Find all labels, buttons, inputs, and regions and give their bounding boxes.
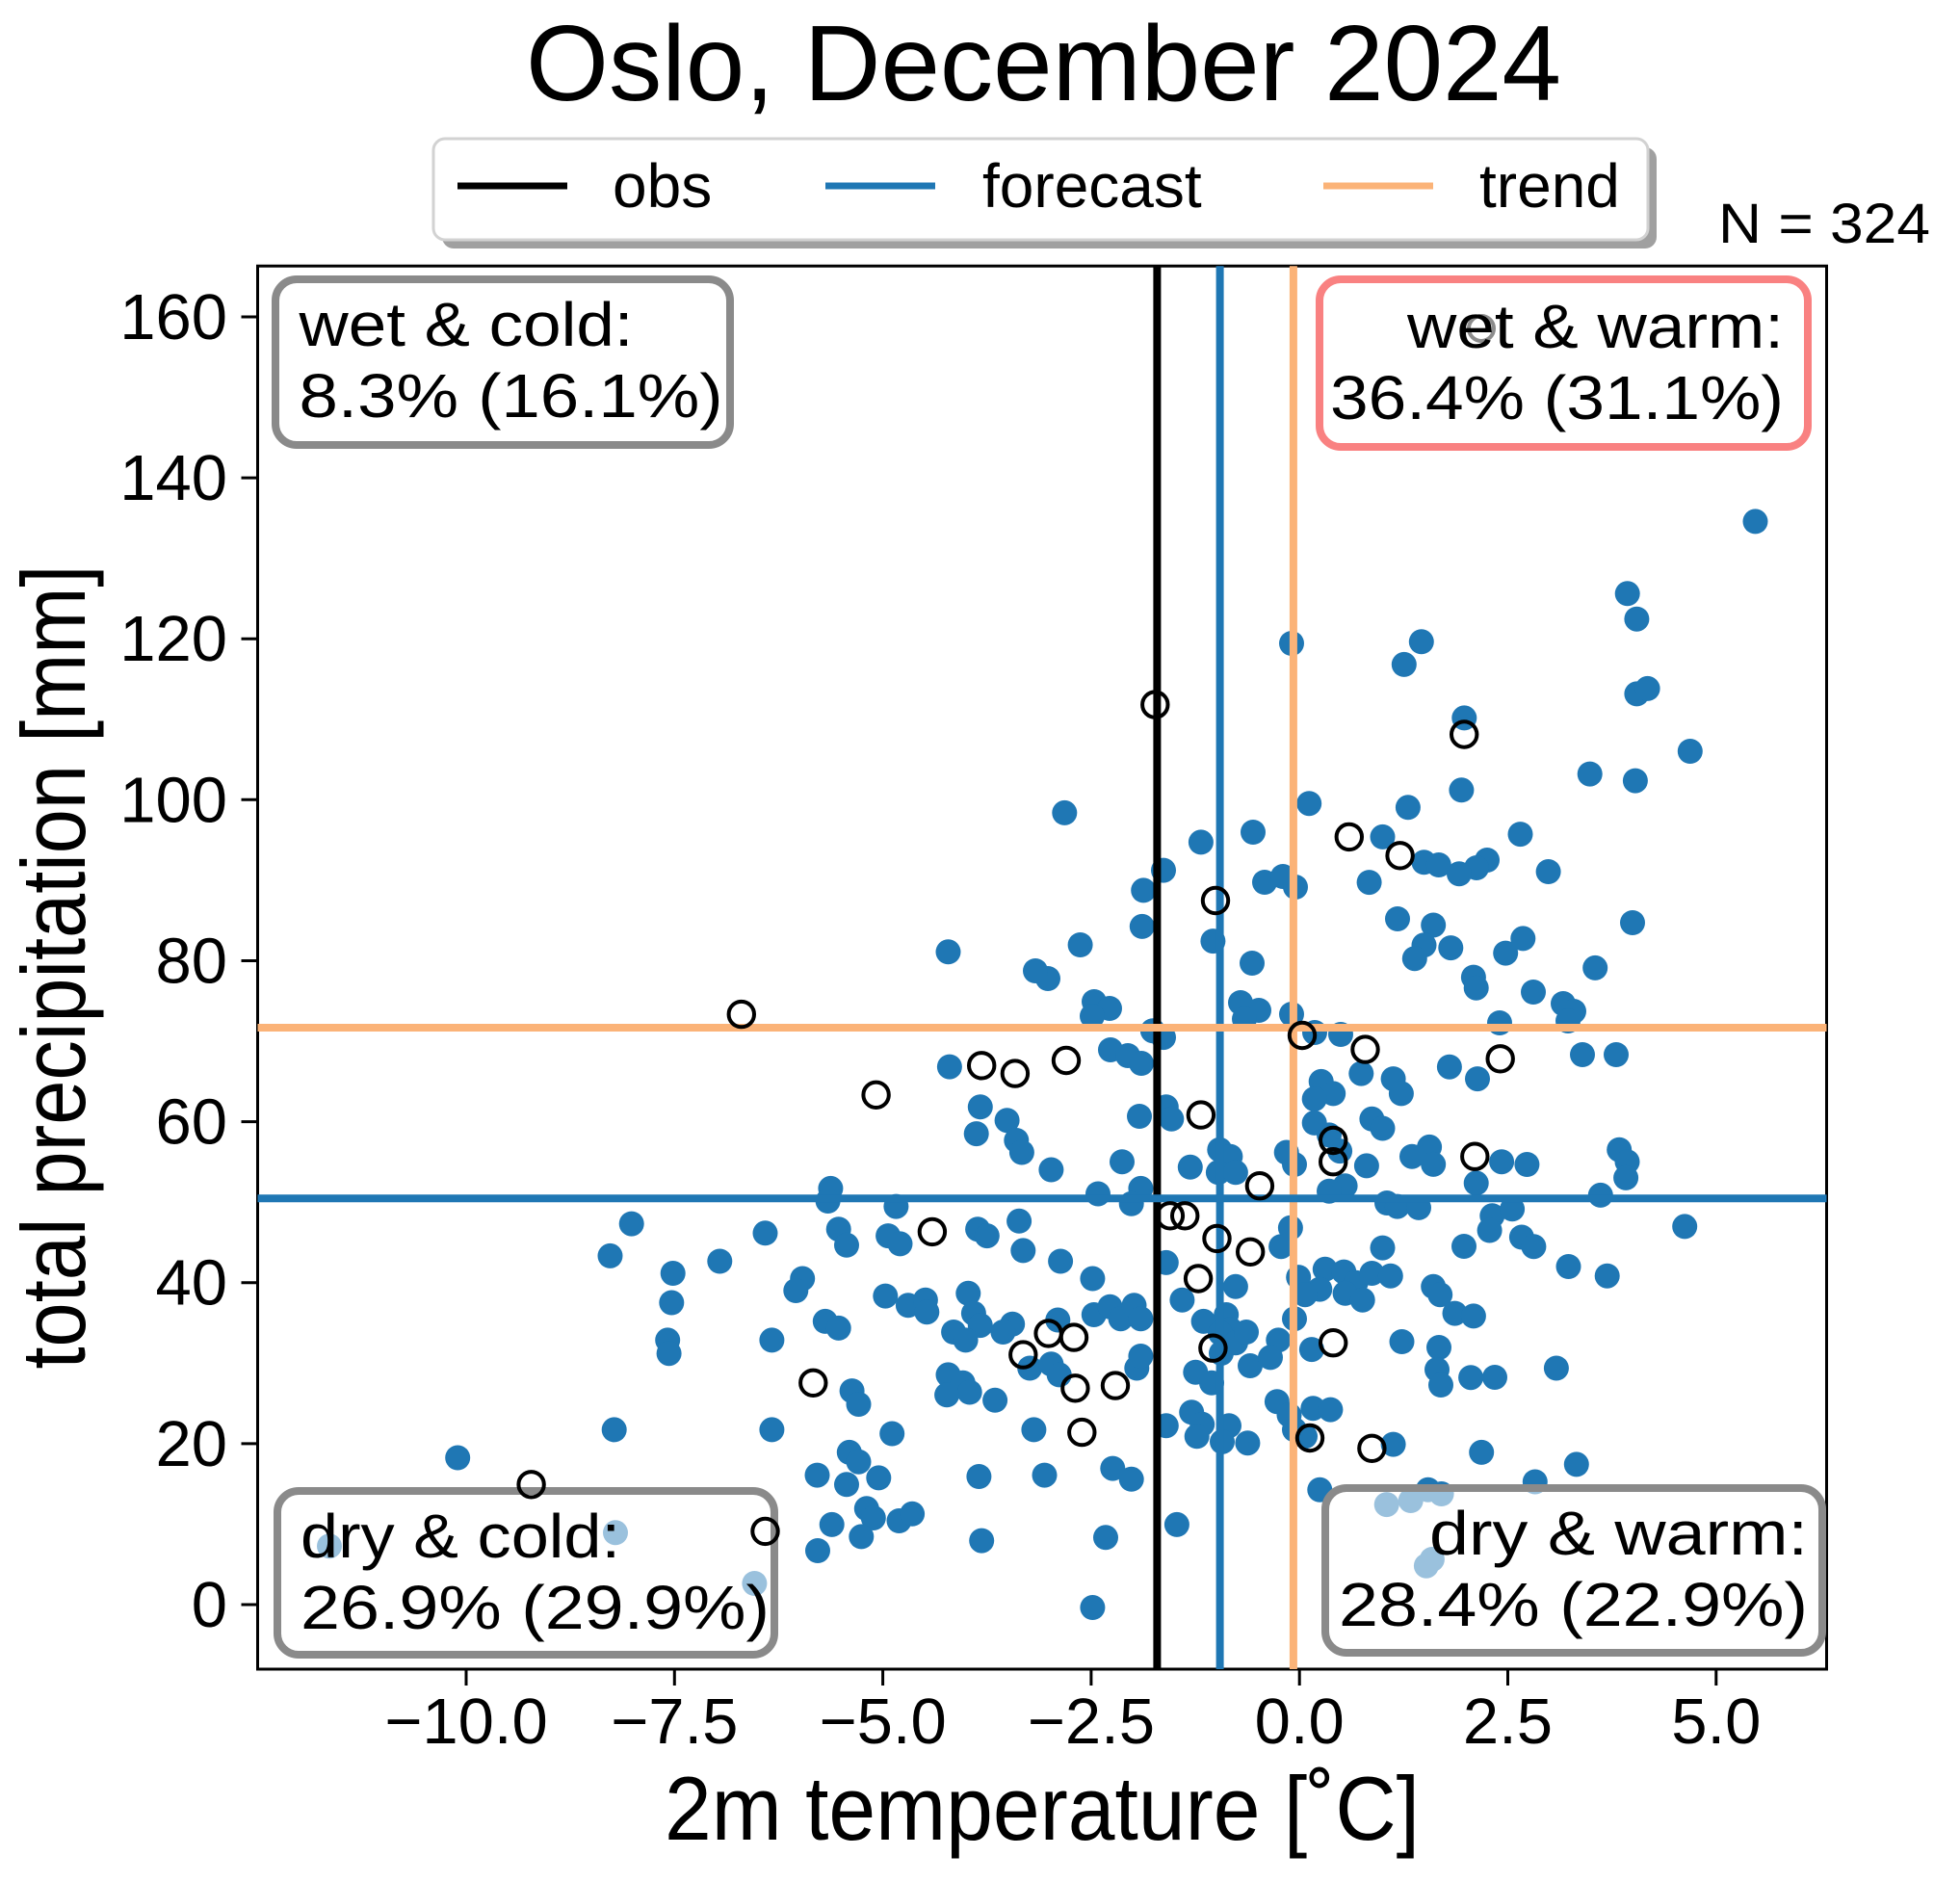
svg-text:100: 100 [119,764,227,836]
svg-text:Oslo, December 2024: Oslo, December 2024 [526,4,1561,123]
svg-text:forecast: forecast [982,151,1202,221]
svg-text:−10.0: −10.0 [384,1686,548,1758]
svg-text:40: 40 [155,1247,227,1320]
svg-text:8.3% (16.1%): 8.3% (16.1%) [300,361,723,431]
svg-text:wet & cold:: wet & cold: [298,290,633,359]
svg-text:obs: obs [613,151,712,221]
svg-text:0.0: 0.0 [1255,1686,1345,1758]
svg-text:80: 80 [155,926,227,998]
svg-text:dry & cold:: dry & cold: [301,1502,620,1571]
svg-text:0: 0 [192,1569,227,1641]
svg-text:trend: trend [1479,151,1620,221]
svg-text:36.4% (31.1%): 36.4% (31.1%) [1330,363,1784,432]
svg-text:60: 60 [155,1086,227,1159]
svg-text:26.9% (29.9%): 26.9% (29.9%) [301,1573,770,1642]
svg-text:−2.5: −2.5 [1028,1686,1155,1758]
svg-text:160: 160 [119,281,227,353]
svg-text:28.4% (22.9%): 28.4% (22.9%) [1339,1570,1808,1639]
svg-text:−7.5: −7.5 [611,1686,738,1758]
svg-text:5.0: 5.0 [1671,1686,1761,1758]
svg-text:2.5: 2.5 [1463,1686,1553,1758]
svg-text:dry & warm:: dry & warm: [1429,1499,1808,1568]
svg-text:−5.0: −5.0 [819,1686,946,1758]
svg-text:N = 324: N = 324 [1718,193,1930,255]
svg-text:140: 140 [119,442,227,514]
svg-text:total precipitation [mm]: total precipitation [mm] [3,565,104,1370]
svg-text:wet & warm:: wet & warm: [1406,292,1784,361]
svg-text:20: 20 [155,1408,227,1480]
svg-text:120: 120 [119,603,227,675]
svg-text:2m temperature [˚C]: 2m temperature [˚C] [665,1758,1420,1859]
